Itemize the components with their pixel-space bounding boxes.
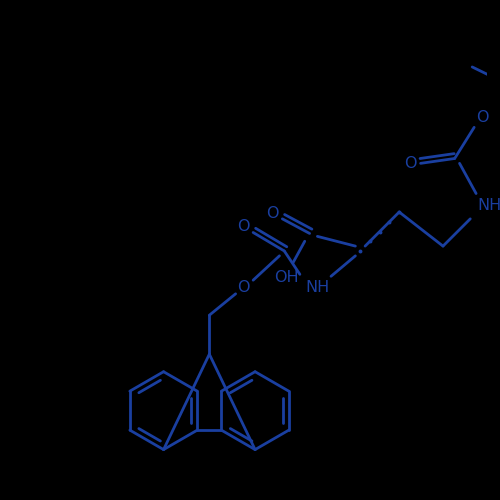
Text: O: O — [404, 156, 417, 171]
Text: OH: OH — [274, 270, 298, 285]
Text: O: O — [237, 280, 250, 295]
Text: NH: NH — [306, 280, 330, 295]
Text: NH: NH — [478, 198, 500, 212]
Text: O: O — [266, 206, 279, 222]
Text: O: O — [476, 110, 488, 125]
Text: O: O — [237, 219, 250, 234]
